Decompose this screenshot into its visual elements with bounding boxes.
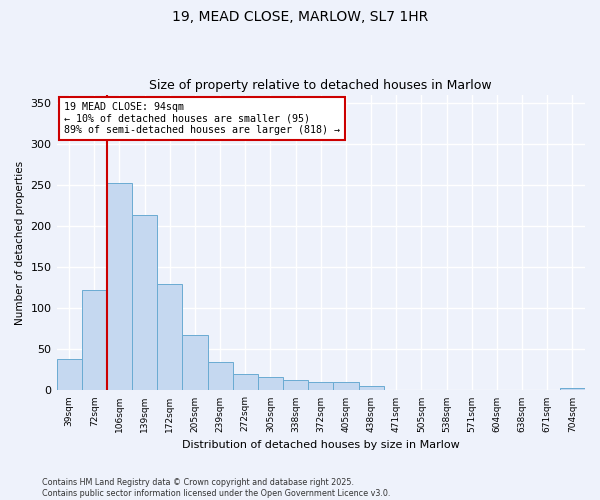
Bar — [233, 374, 258, 390]
Bar — [107, 184, 132, 390]
Y-axis label: Number of detached properties: Number of detached properties — [15, 160, 25, 324]
Bar — [208, 362, 233, 390]
Bar — [560, 388, 585, 390]
Bar — [182, 336, 208, 390]
Title: Size of property relative to detached houses in Marlow: Size of property relative to detached ho… — [149, 79, 492, 92]
Bar — [334, 382, 359, 390]
X-axis label: Distribution of detached houses by size in Marlow: Distribution of detached houses by size … — [182, 440, 460, 450]
Bar — [308, 382, 334, 390]
Text: 19 MEAD CLOSE: 94sqm
← 10% of detached houses are smaller (95)
89% of semi-detac: 19 MEAD CLOSE: 94sqm ← 10% of detached h… — [64, 102, 340, 135]
Bar — [56, 359, 82, 390]
Bar — [132, 216, 157, 390]
Bar — [157, 284, 182, 391]
Text: 19, MEAD CLOSE, MARLOW, SL7 1HR: 19, MEAD CLOSE, MARLOW, SL7 1HR — [172, 10, 428, 24]
Text: Contains HM Land Registry data © Crown copyright and database right 2025.
Contai: Contains HM Land Registry data © Crown c… — [42, 478, 391, 498]
Bar — [82, 290, 107, 390]
Bar — [359, 386, 383, 390]
Bar — [258, 378, 283, 390]
Bar — [283, 380, 308, 390]
